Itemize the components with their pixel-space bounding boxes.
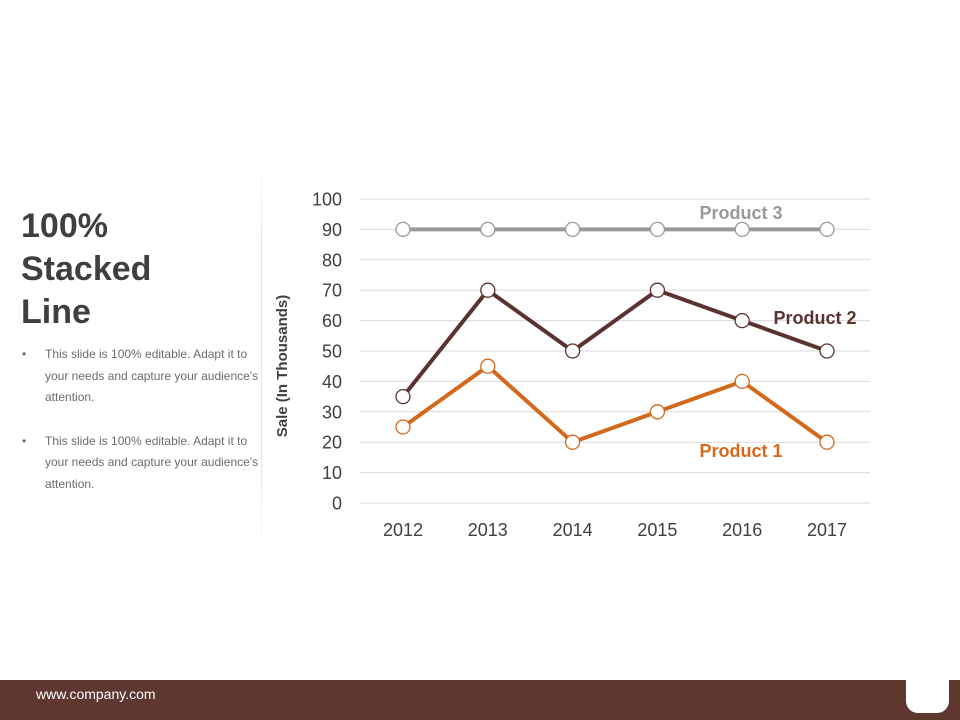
data-point: [564, 221, 581, 238]
y-tick-label: 10: [322, 463, 342, 483]
bullet-list: • This slide is 100% editable. Adapt it …: [22, 344, 264, 517]
data-point: [819, 221, 835, 238]
data-point: [819, 343, 835, 359]
footer-tab: [906, 677, 949, 713]
y-tick-label: 60: [322, 311, 342, 331]
data-point: [480, 358, 496, 374]
y-tick-label: 20: [322, 433, 342, 453]
data-point: [395, 221, 411, 238]
y-tick-labels: 0 10 20 30 40 50 60 70 80 90 100: [312, 190, 342, 514]
x-tick-label: 2016: [722, 520, 762, 540]
data-point: [734, 221, 750, 238]
footer-bar: www.company.com: [0, 677, 960, 720]
x-tick-label: 2017: [807, 520, 847, 540]
vertical-divider: [261, 150, 262, 560]
data-point: [649, 404, 666, 420]
bullet-symbol: •: [22, 433, 27, 448]
data-point: [734, 312, 750, 329]
footer-url: www.company.com: [36, 686, 156, 702]
series-label-product-2: Product 2: [773, 308, 856, 328]
data-point: [649, 221, 666, 238]
bullet-text: This slide is 100% editable. Adapt it to…: [45, 433, 259, 491]
data-point: [395, 388, 411, 405]
data-point: [395, 419, 411, 435]
y-tick-label: 30: [322, 402, 342, 422]
series-product-2: [395, 282, 835, 405]
grid-lines: [360, 198, 870, 504]
x-tick-labels: 2012 2013 2014 2015 2016 2017: [383, 520, 847, 540]
bullet-item: • This slide is 100% editable. Adapt it …: [22, 431, 264, 496]
data-point: [480, 282, 496, 298]
series: [395, 221, 835, 450]
bullet-text: This slide is 100% editable. Adapt it to…: [45, 347, 259, 404]
series-product-3: [395, 221, 835, 238]
data-point: [564, 343, 581, 359]
y-tick-label: 50: [322, 342, 342, 362]
x-tick-label: 2015: [637, 520, 677, 540]
y-tick-label: 100: [312, 190, 342, 210]
series-product-1: [395, 358, 835, 450]
data-point: [649, 282, 666, 298]
series-line-product-2: [401, 287, 828, 398]
bullet-symbol: •: [22, 347, 27, 361]
slide-title: 100% Stacked Line: [21, 207, 152, 331]
data-point: [819, 434, 835, 450]
y-axis-title: Sale (In Thousands): [274, 295, 291, 438]
y-tick-label: 80: [322, 250, 342, 270]
data-point: [734, 373, 750, 390]
x-tick-label: 2014: [553, 520, 593, 540]
series-label-product-1: Product 1: [699, 441, 782, 461]
x-tick-label: 2012: [383, 520, 423, 540]
x-tick-label: 2013: [468, 520, 508, 540]
y-tick-label: 90: [322, 220, 342, 240]
series-labels: Product 3 Product 2 Product 1: [699, 203, 856, 461]
bullet-item: • This slide is 100% editable. Adapt it …: [22, 344, 264, 409]
data-point: [480, 221, 496, 238]
series-line-product-1: [401, 363, 829, 445]
y-tick-label: 70: [322, 281, 342, 301]
data-point: [564, 434, 581, 450]
series-label-product-3: Product 3: [699, 203, 782, 223]
y-tick-label: 40: [322, 372, 342, 392]
y-tick-label: 0: [332, 494, 342, 514]
